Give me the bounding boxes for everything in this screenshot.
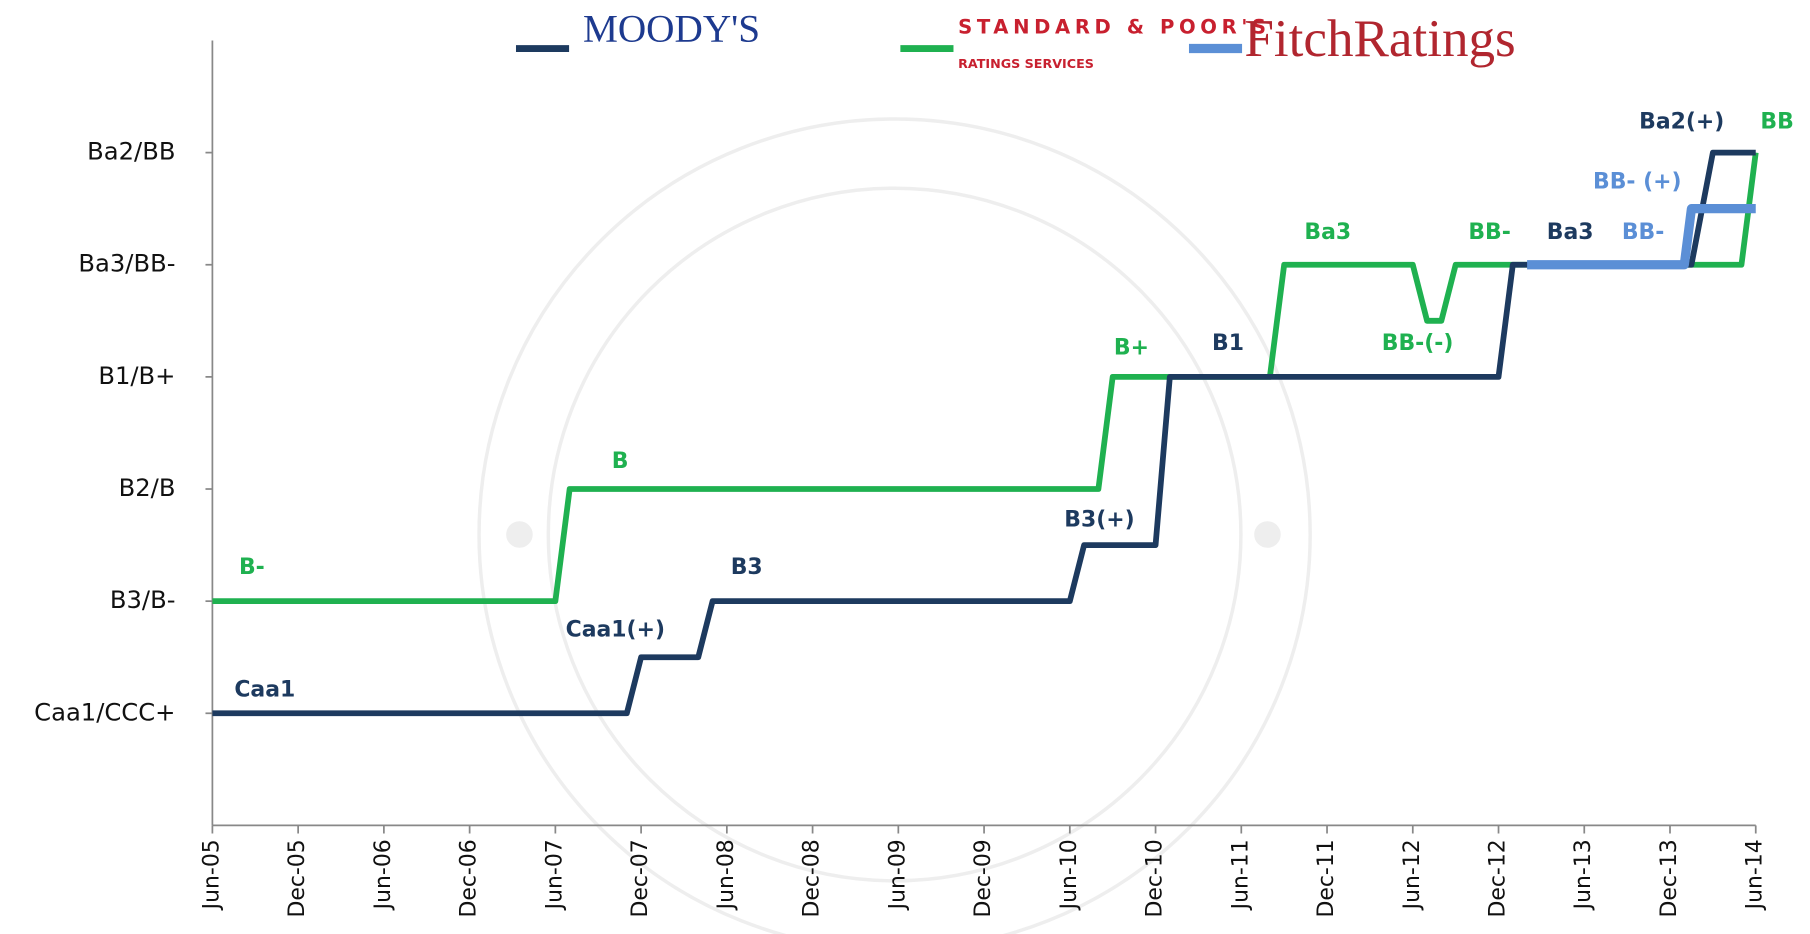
x-tick-label: Jun-06 <box>371 839 396 911</box>
rating-line <box>212 149 1756 717</box>
y-tick-label: Caa1/CCC+ <box>34 697 175 726</box>
y-tick-label: Ba2/BB <box>87 137 175 166</box>
annotation: B <box>612 449 629 474</box>
annotation: BB <box>1760 109 1793 134</box>
y-tick-label: B3/B- <box>110 585 176 614</box>
annotation: Ba3 <box>1304 220 1351 245</box>
x-tick-label: Jun-13 <box>1571 839 1596 911</box>
x-tick-label: Jun-10 <box>1057 839 1082 911</box>
annotation: Caa1 <box>234 677 295 702</box>
y-tick-label: B2/B <box>119 473 176 502</box>
x-tick-label: Dec-10 <box>1143 839 1168 917</box>
annotation: B- <box>239 555 265 580</box>
x-tick-label: Dec-05 <box>285 839 310 917</box>
annotation: BB- (+) <box>1593 169 1682 194</box>
y-tick-label: B1/B+ <box>98 361 175 390</box>
annotation: B3 <box>731 555 763 580</box>
x-tick-label: Dec-13 <box>1657 839 1682 917</box>
x-tick-label: Dec-08 <box>800 839 825 917</box>
annotation: BB- <box>1622 220 1665 245</box>
annotation: B+ <box>1114 336 1149 361</box>
y-tick-label: Ba3/BB- <box>78 249 175 278</box>
x-tick-label: Jun-07 <box>542 839 567 911</box>
x-tick-label: Dec-09 <box>971 839 996 917</box>
annotation: BB- <box>1468 220 1511 245</box>
x-tick-label: Dec-12 <box>1486 839 1511 917</box>
x-tick-label: Jun-11 <box>1228 839 1253 911</box>
annotation: Caa1(+) <box>566 617 665 642</box>
x-tick-label: Jun-08 <box>714 839 739 911</box>
x-tick-label: Dec-07 <box>628 839 653 917</box>
annotation: B3(+) <box>1064 508 1134 533</box>
annotation: Ba2(+) <box>1639 109 1724 134</box>
annotation: BB-(-) <box>1382 331 1454 356</box>
rating-line <box>1527 204 1756 270</box>
annotation: Ba3 <box>1547 220 1594 245</box>
legend-label: STANDARD & POOR'S <box>958 15 1271 38</box>
x-tick-label: Jun-14 <box>1743 839 1768 911</box>
x-tick-label: Jun-09 <box>885 839 910 911</box>
watermark <box>477 117 1312 934</box>
x-tick-label: Jun-12 <box>1400 839 1425 911</box>
rating-line <box>212 152 1759 605</box>
legend-label-sub: RATINGS SERVICES <box>958 56 1094 71</box>
x-tick-label: Jun-05 <box>199 839 224 911</box>
legend-label: MOODY'S <box>583 7 760 50</box>
x-tick-label: Dec-06 <box>457 839 482 917</box>
x-tick-label: Dec-11 <box>1314 839 1339 917</box>
legend-label: FitchRatings <box>1244 10 1515 68</box>
annotation: B1 <box>1212 331 1244 356</box>
